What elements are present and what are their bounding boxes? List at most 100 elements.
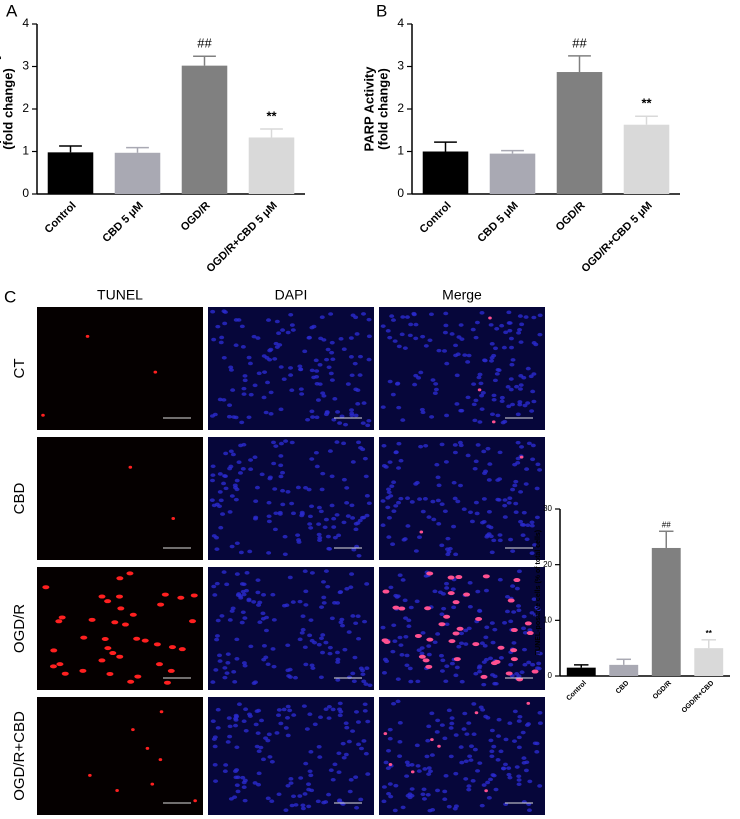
nucleus [393,504,399,508]
nucleus [334,513,340,517]
nucleus [234,783,240,787]
nucleus [432,391,438,396]
nucleus [521,523,527,527]
nucleus [341,477,347,482]
nucleus [331,516,337,521]
nucleus [297,364,303,369]
bar [47,152,94,194]
error-bar [260,128,283,138]
nucleus [363,751,369,756]
nucleus [413,549,419,553]
nucleus [297,637,303,642]
nucleus [298,367,304,372]
nucleus [218,340,224,345]
nucleus [248,458,254,462]
nucleus [336,533,342,538]
nucleus [430,378,436,382]
bar [489,153,536,194]
nucleus [395,699,401,704]
nucleus [471,702,477,706]
nucleus [478,381,484,386]
nucleus [386,748,392,753]
x-tick-label: OGD/R+CBD [681,680,716,715]
nucleus [235,593,241,597]
nucleus [334,440,340,444]
nucleus [396,441,402,446]
nucleus [215,726,221,730]
nucleus [331,417,337,422]
nucleus [444,664,450,668]
nucleus [531,315,537,320]
nucleus [326,546,332,551]
nucleus [335,660,341,664]
nucleus [451,480,457,485]
nucleus [362,709,368,713]
nucleus [344,725,350,730]
nucleus [506,766,512,770]
apoptotic-cell [488,316,492,320]
apoptotic-cell [158,758,163,762]
error-bar [659,530,674,548]
nucleus [535,462,541,467]
nucleus [426,515,432,519]
apoptotic-cell [88,773,92,777]
nucleus [271,440,277,445]
nucleus [209,478,215,483]
nucleus [496,717,502,722]
nucleus [508,662,514,667]
nucleus [349,413,355,418]
nucleus [306,487,312,492]
nucleus [214,581,220,586]
apoptotic-cell [398,606,406,611]
apoptotic-cell [58,615,66,620]
nucleus [309,663,315,668]
nucleus [536,666,542,671]
nucleus [537,711,543,715]
nucleus [517,327,523,332]
error-bar [59,145,82,153]
nucleus [291,713,297,717]
nucleus [289,440,295,445]
nucleus [314,464,320,469]
x-tick-label: Control [565,680,588,703]
nucleus [217,659,223,663]
nucleus [517,714,523,719]
nucleus [233,775,239,780]
nucleus [295,485,301,490]
nucleus [503,330,509,335]
apoptotic-cell [56,662,64,667]
nucleus [327,651,333,656]
nucleus [495,413,501,418]
nucleus [344,501,350,505]
nucleus [408,679,414,684]
nucleus [336,770,342,775]
nucleus [219,614,225,618]
nucleus [365,772,371,776]
nucleus [515,461,521,465]
nucleus [246,415,252,420]
nucleus [482,644,488,648]
nucleus [229,609,235,613]
nucleus [234,657,240,661]
nucleus [354,805,360,810]
nucleus [436,522,442,526]
nucleus [528,374,534,379]
apoptotic-cell [477,388,482,392]
nucleus [288,373,294,377]
nucleus [451,524,457,529]
apoptotic-cell [419,530,424,534]
nucleus [444,622,450,627]
nucleus [345,382,351,386]
nucleus [397,635,403,640]
apoptotic-cell [484,789,488,793]
error-bar [701,639,716,649]
nucleus [364,494,370,498]
nucleus [300,614,306,618]
nucleus [421,787,427,792]
nucleus [398,458,404,463]
nucleus [507,321,513,325]
nucleus [264,356,270,360]
nucleus [463,628,469,633]
nucleus [502,503,508,508]
nucleus [380,324,386,328]
